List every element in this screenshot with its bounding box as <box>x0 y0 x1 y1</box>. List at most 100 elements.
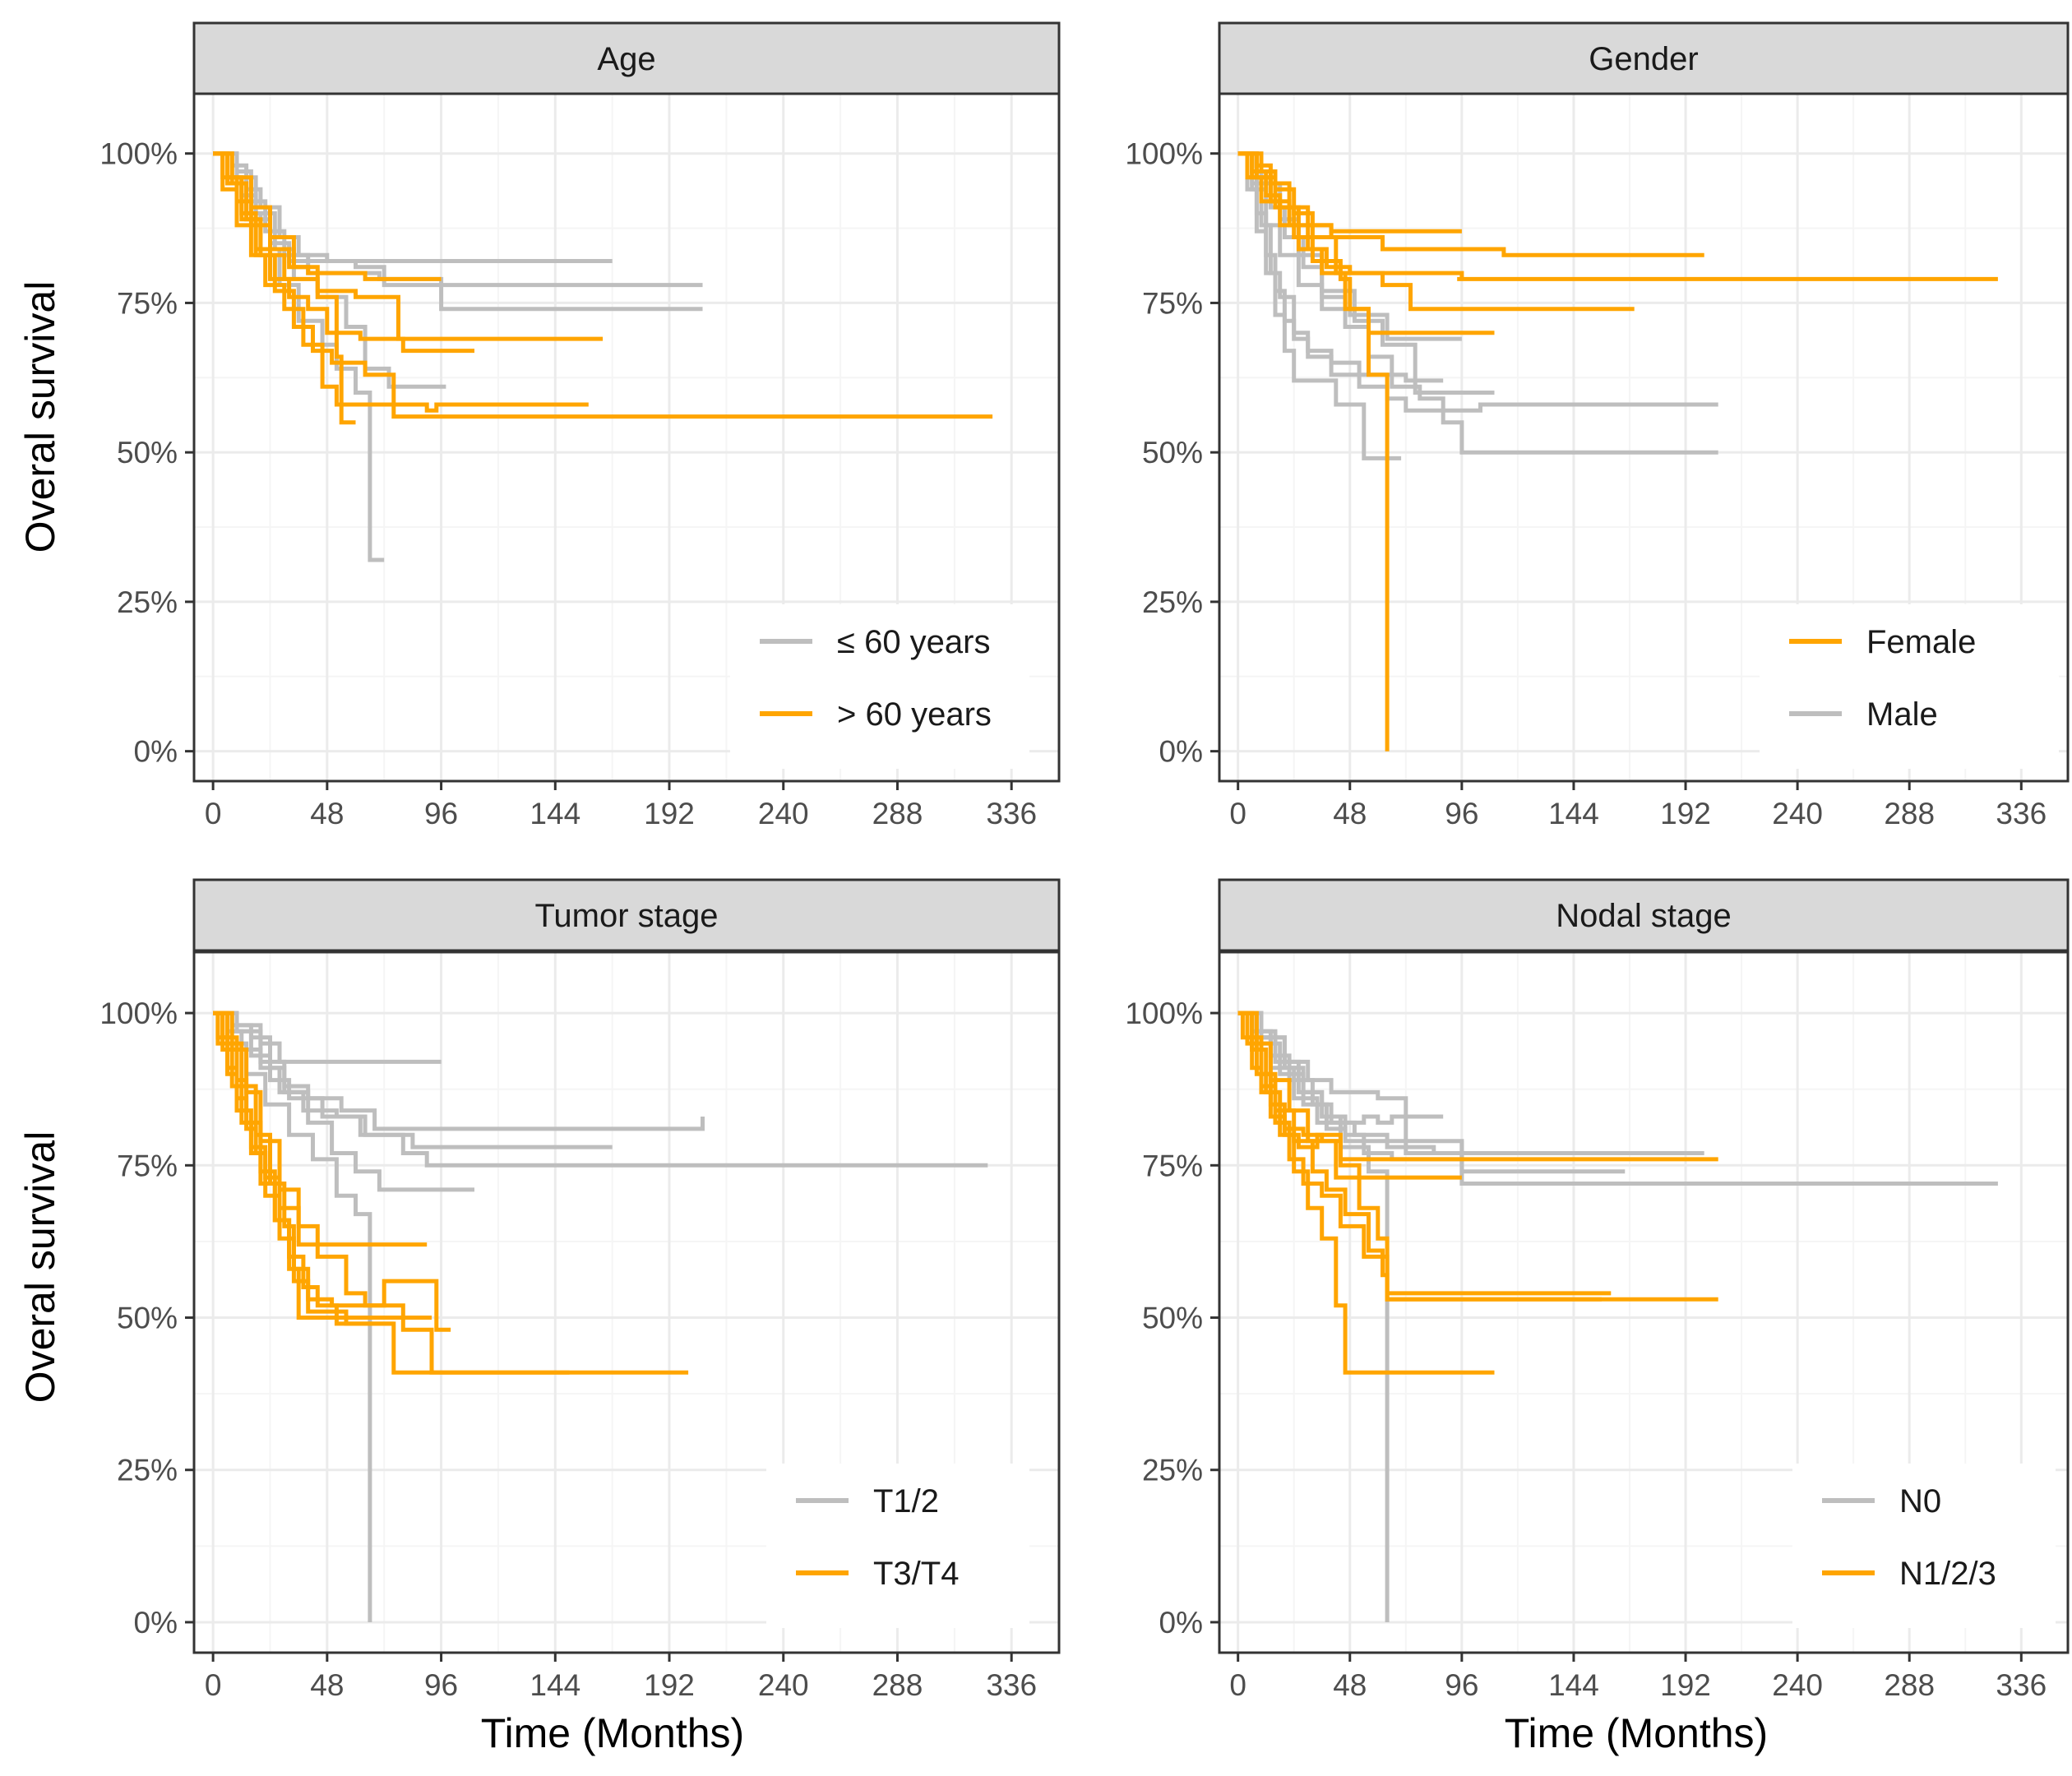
y-axis-title-bottom: Overal survival <box>17 1131 63 1404</box>
x-tick-label: 288 <box>872 1668 923 1702</box>
y-tick-label: 0% <box>134 735 178 769</box>
km-curve-male <box>1237 151 1718 413</box>
y-tick-label: 25% <box>1142 1454 1203 1487</box>
x-tick-label: 0 <box>205 797 222 830</box>
y-axis-title-top: Overal survival <box>17 281 63 553</box>
km-curve-t3-t4 <box>213 1011 689 1375</box>
x-axis-title-left: Time (Months) <box>481 1710 744 1756</box>
x-tick-label: 336 <box>1996 1668 2047 1702</box>
y-tick-label: 25% <box>1142 585 1203 619</box>
x-tick-label: 144 <box>1548 797 1599 830</box>
x-tick-label: 288 <box>1884 1668 1935 1702</box>
km-curve-n1-2-3 <box>1237 1011 1602 1302</box>
facet-title: Tumor stage <box>534 898 718 934</box>
x-tick-label: 192 <box>644 797 695 830</box>
y-tick-label: 100% <box>99 997 178 1030</box>
panel-3: Nodal stage 0% 25% 50% 75% 100% 0 48 96 144 192 240… <box>1125 878 2070 1702</box>
km-curve-male <box>1237 151 1402 460</box>
x-tick-label: 240 <box>1772 1668 1823 1702</box>
y-tick-label: 0% <box>1159 735 1203 769</box>
x-tick-label: 192 <box>644 1668 695 1702</box>
km-curve-t3-t4 <box>213 1011 432 1320</box>
x-tick-label: 288 <box>1884 797 1935 830</box>
x-tick-label: 96 <box>424 1668 458 1702</box>
panel-2: Tumor stage 0% 25% 50% 75% 100% 0 48 96 144 192 240… <box>99 878 1061 1702</box>
y-tick-label: 0% <box>1159 1606 1203 1640</box>
legend-label: N0 <box>1899 1483 1941 1519</box>
legend-background <box>1760 604 2059 769</box>
y-tick-label: 0% <box>134 1606 178 1640</box>
legend-background <box>730 604 1029 769</box>
km-curve-female <box>1237 151 1998 281</box>
y-tick-label: 100% <box>99 137 178 171</box>
x-tick-label: 336 <box>986 1668 1037 1702</box>
x-axis-title-right: Time (Months) <box>1505 1710 1768 1756</box>
x-tick-label: 288 <box>872 797 923 830</box>
x-tick-label: 0 <box>1229 797 1246 830</box>
facet-strip <box>192 878 1061 952</box>
x-tick-label: 144 <box>530 797 580 830</box>
km-curve-n1-2-3 <box>1237 1011 1495 1375</box>
km-curve-female <box>1237 151 1704 257</box>
facet-title: Age <box>597 41 655 77</box>
legend-label: Female <box>1866 624 1976 660</box>
km-curve-n0 <box>1237 1011 1998 1186</box>
x-tick-label: 192 <box>1660 797 1711 830</box>
facet-strip <box>1218 878 2070 952</box>
x-tick-label: 192 <box>1660 1668 1711 1702</box>
x-tick-label: 144 <box>1548 1668 1599 1702</box>
x-tick-label: 336 <box>986 797 1037 830</box>
x-tick-label: 240 <box>758 1668 809 1702</box>
x-tick-label: 48 <box>1333 1668 1367 1702</box>
x-tick-label: 48 <box>310 797 344 830</box>
km-curve--60-years <box>213 151 589 413</box>
y-tick-label: 75% <box>117 1149 178 1182</box>
legend-label: T1/2 <box>873 1483 939 1519</box>
km-curve-t3-t4 <box>213 1011 570 1375</box>
x-tick-label: 336 <box>1996 797 2047 830</box>
facet-strip <box>192 21 1061 95</box>
panel-border <box>1218 92 2070 783</box>
panel-1: Gender 0% 25% 50% 75% 100% 0 48 96 144 192 240 288 33… <box>1125 21 2070 830</box>
panel-border <box>192 950 1061 1654</box>
y-tick-label: 75% <box>1142 1149 1203 1182</box>
km-curve-female <box>1237 151 1390 752</box>
legend-label: > 60 years <box>837 696 992 733</box>
legend-background <box>766 1464 1029 1628</box>
y-tick-label: 100% <box>1125 137 1203 171</box>
legend-label: Male <box>1866 696 1938 733</box>
km-curve-n1-2-3 <box>1237 1011 1462 1180</box>
y-tick-label: 100% <box>1125 997 1203 1030</box>
y-tick-label: 50% <box>1142 1302 1203 1335</box>
panel-0: Age 0% 25% 50% 75% 100% 0 48 96 144 192 240 288 336 ≤ … <box>99 21 1061 830</box>
facet-strip <box>1218 21 2070 95</box>
x-tick-label: 96 <box>424 797 458 830</box>
x-tick-label: 240 <box>758 797 809 830</box>
x-tick-label: 96 <box>1445 1668 1478 1702</box>
y-tick-label: 75% <box>117 286 178 320</box>
km-curve-t1-2 <box>213 1011 705 1131</box>
x-tick-label: 96 <box>1445 797 1478 830</box>
y-tick-label: 25% <box>117 585 178 619</box>
x-tick-label: 0 <box>205 1668 222 1702</box>
x-tick-label: 48 <box>310 1668 344 1702</box>
km-curve--60-years <box>213 151 356 425</box>
legend-label: T3/T4 <box>873 1556 959 1592</box>
km-curve--60-years <box>213 151 993 419</box>
y-tick-label: 75% <box>1142 286 1203 320</box>
y-tick-label: 25% <box>117 1454 178 1487</box>
legend-label: ≤ 60 years <box>837 624 990 660</box>
x-tick-label: 144 <box>530 1668 580 1702</box>
panel-border <box>1218 950 2070 1654</box>
km-curve-t1-2 <box>213 1011 474 1192</box>
x-tick-label: 48 <box>1333 797 1367 830</box>
facet-title: Gender <box>1589 41 1698 77</box>
x-tick-label: 0 <box>1229 1668 1246 1702</box>
y-tick-label: 50% <box>117 436 178 469</box>
y-tick-label: 50% <box>117 1302 178 1335</box>
panel-border <box>192 92 1061 783</box>
facet-title: Nodal stage <box>1556 898 1731 934</box>
legend-label: N1/2/3 <box>1899 1556 1996 1592</box>
legend-background <box>1792 1464 2056 1628</box>
